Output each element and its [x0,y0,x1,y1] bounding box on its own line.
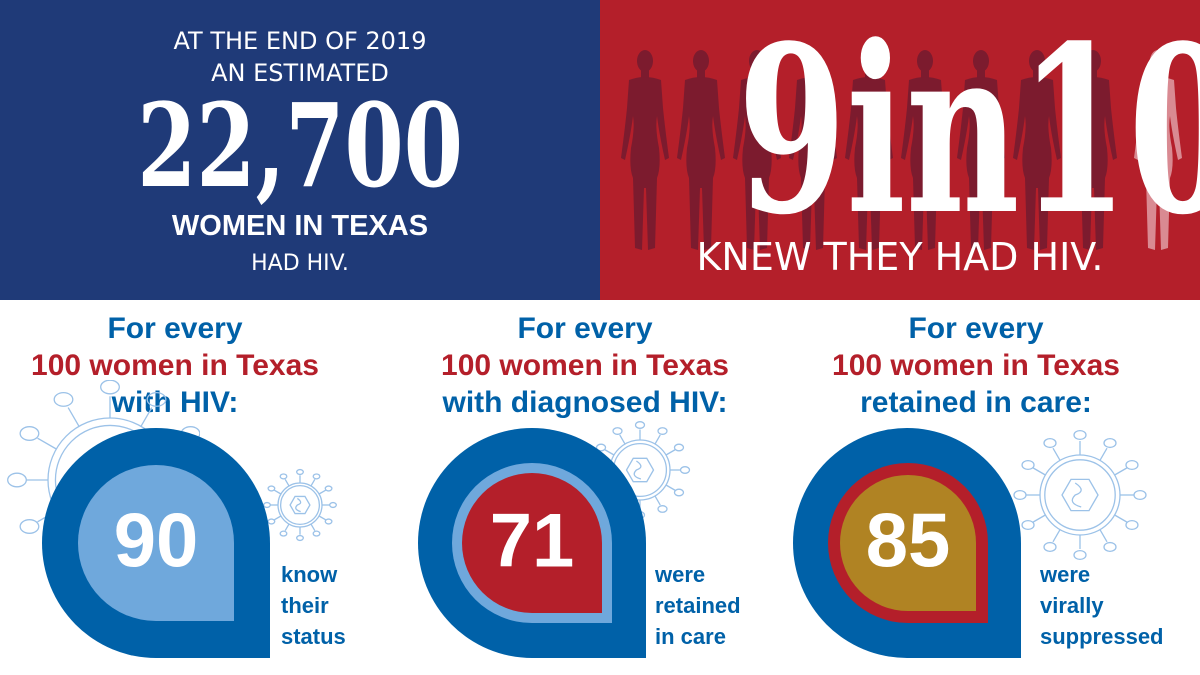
panel-1-caption: know their status [281,562,346,649]
panel-3-heading: For every 100 women in Texas retained in c… [832,312,1120,419]
value-suppressed: 85 [865,498,951,584]
summary-panel: AT THE END OF 2019 AN ESTIMATED 22,700 W… [0,0,600,300]
woman-silhouette-icon [731,48,783,256]
intro-line-2: AN ESTIMATED [211,59,389,87]
ratio-in: in [846,0,1020,266]
woman-silhouette-icon [675,48,727,256]
drop-inner-2: 71 [462,473,602,613]
woman-silhouette-icon [1067,48,1119,256]
woman-silhouette-icon [1011,48,1063,256]
woman-silhouette-icon [955,48,1007,256]
woman-silhouette-icon [619,48,671,256]
ratio-caption: KNEW THEY HAD HIV. [696,235,1104,279]
drop-inner-3: 85 [840,475,976,611]
women-count: 22,700 [137,79,463,214]
woman-silhouette-icon [843,48,895,256]
value-know-status: 90 [113,498,199,584]
panel-1-heading: For every 100 women in Texas with HIV: [31,312,319,419]
intro-line-1: AT THE END OF 2019 [173,27,427,55]
drop-inner-1: 90 [78,465,234,621]
ratio-denominator: 10 [1019,0,1200,266]
woman-silhouette-icon [899,48,951,256]
woman-silhouette-icon [787,48,839,256]
virus-icon [589,421,691,519]
virus-icon [1013,429,1147,561]
virus-icon [263,468,337,542]
value-retained: 71 [489,498,575,584]
panel-2-caption: were retained in care [655,562,741,649]
woman-silhouette-icon [1132,48,1184,256]
intro-line-3: WOMEN IN TEXAS [171,210,429,242]
ratio-panel: 9in10 KNEW THEY HAD HIV. [600,0,1200,300]
intro-line-4: HAD HIV. [251,251,349,276]
panel-3-caption: were virally suppressed [1040,562,1164,649]
panel-2-heading: For every 100 women in Texas with diagnose… [441,312,729,419]
ratio-numerator: 9 [737,0,847,266]
